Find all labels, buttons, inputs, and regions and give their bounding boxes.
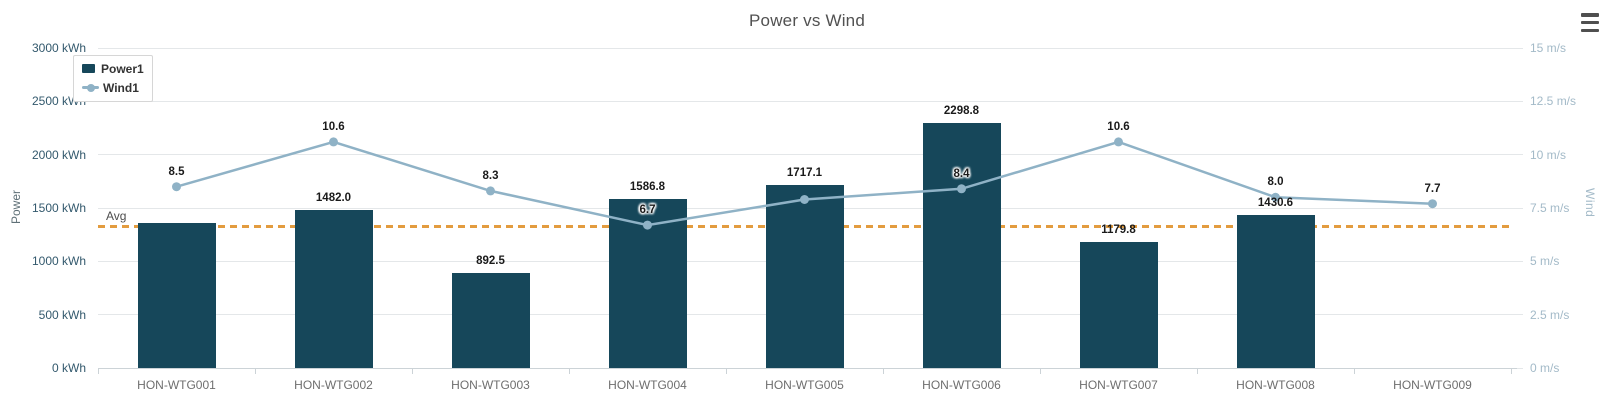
x-axis-line: [98, 367, 1517, 369]
left-axis-tick-label: 500 kWh: [38, 307, 86, 322]
legend-label-wind1: Wind1: [103, 80, 139, 95]
wind-value-label: 8.4: [953, 167, 970, 180]
left-axis-tick-label: 2000 kWh: [31, 147, 86, 162]
x-axis-tick: [1511, 368, 1512, 374]
bar-value-label: 2298.8: [943, 104, 980, 117]
wind-point-marker[interactable]: [486, 186, 495, 196]
x-axis-category-label: HON-WTG002: [294, 378, 373, 392]
right-axis-tick: [1511, 154, 1523, 156]
x-axis-tick: [1040, 368, 1041, 374]
left-axis-title: Power: [9, 190, 23, 225]
x-axis-category-label: HON-WTG009: [1393, 378, 1472, 392]
x-axis-tick: [883, 368, 884, 374]
right-axis-tick: [1511, 314, 1523, 316]
power-bar[interactable]: [294, 209, 373, 368]
wind-point-marker[interactable]: [957, 184, 966, 194]
right-axis-tick-label: 2.5 m/s: [1530, 307, 1570, 322]
x-axis-tick: [569, 368, 570, 374]
left-axis-tick-label: 2500 kWh: [31, 94, 86, 109]
wind-point-marker[interactable]: [172, 182, 181, 192]
wind-value-label: 8.5: [168, 165, 185, 178]
chart-title: Power vs Wind: [749, 11, 865, 30]
power-bar[interactable]: [922, 122, 1001, 368]
wind-value-label: 8.3: [482, 169, 499, 182]
gridline: [98, 47, 1511, 49]
line-marker-swatch-icon: [82, 83, 99, 92]
x-axis-tick: [412, 368, 413, 374]
avg-markline-label: Avg: [106, 209, 127, 224]
wind-value-label: 7.7: [1424, 182, 1441, 195]
wind-point-marker[interactable]: [329, 137, 338, 147]
x-axis-tick: [98, 368, 99, 374]
x-axis-category-label: HON-WTG005: [765, 378, 844, 392]
wind-value-label: 8.0: [1267, 176, 1284, 189]
right-axis-tick-label: 5 m/s: [1530, 254, 1560, 269]
left-axis-tick-label: 1500 kWh: [31, 201, 86, 215]
right-axis-tick: [1511, 260, 1523, 262]
left-axis-tick-label: 1000 kWh: [31, 254, 86, 269]
x-axis-category-label: HON-WTG008: [1236, 378, 1315, 392]
legend-item-wind1[interactable]: Wind1: [82, 79, 144, 96]
left-axis-tick-label: 0 kWh: [51, 361, 86, 375]
x-axis-category-label: HON-WTG006: [922, 378, 1001, 392]
wind-point-marker[interactable]: [1428, 199, 1437, 209]
legend-item-power1[interactable]: Power1: [82, 60, 144, 77]
x-axis-tick: [726, 368, 727, 374]
x-axis-category-label: HON-WTG003: [451, 378, 530, 392]
right-axis-tick: [1511, 100, 1523, 102]
gridline: [98, 100, 1511, 102]
right-axis-tick: [1511, 207, 1523, 209]
legend: Power1 Wind1: [73, 55, 153, 102]
right-axis-tick-label: 0 m/s: [1530, 361, 1560, 375]
menu-bar: [1581, 28, 1599, 32]
hamburger-menu-icon[interactable]: [1581, 13, 1601, 32]
wind-value-label: 10.6: [322, 120, 345, 133]
left-axis-tick-label: 3000 kWh: [31, 41, 86, 55]
power-bar[interactable]: [137, 222, 216, 368]
gridline: [98, 154, 1511, 156]
power-bar[interactable]: [1079, 242, 1158, 368]
right-axis-tick-label: 7.5 m/s: [1530, 201, 1570, 215]
right-axis-tick-label: 15 m/s: [1530, 41, 1567, 55]
legend-label-power1: Power1: [101, 61, 144, 76]
wind-point-marker[interactable]: [643, 220, 652, 230]
bar-value-label: 1717.1: [786, 166, 823, 179]
wind-point-marker[interactable]: [800, 195, 809, 204]
bar-value-label: 892.5: [476, 254, 505, 267]
wind-point-marker[interactable]: [1271, 192, 1280, 202]
right-axis-tick-label: 12.5 m/s: [1530, 94, 1577, 109]
right-axis-title: Wind: [1583, 188, 1597, 218]
x-axis-tick: [1354, 368, 1355, 374]
power-bar[interactable]: [765, 184, 844, 368]
x-axis-tick: [255, 368, 256, 374]
x-axis-category-label: HON-WTG004: [608, 378, 687, 392]
power-bar[interactable]: [1236, 215, 1315, 368]
right-axis-tick: [1511, 47, 1523, 49]
bar-value-label: 1430.6: [1257, 197, 1294, 210]
wind-value-label: 6.7: [639, 204, 656, 217]
bar-value-label: 1482.0: [315, 191, 352, 204]
bar-swatch-icon: [82, 64, 95, 73]
right-axis-tick: [1511, 367, 1523, 369]
x-axis-category-label: HON-WTG007: [1079, 378, 1158, 392]
menu-bar: [1581, 13, 1599, 17]
x-axis-category-label: HON-WTG001: [137, 378, 216, 392]
x-axis-tick: [1197, 368, 1198, 374]
wind-point-marker[interactable]: [1114, 137, 1123, 147]
right-axis-tick-label: 10 m/s: [1530, 147, 1567, 162]
wind-value-label: 10.6: [1107, 120, 1130, 133]
bar-value-label: 1586.8: [629, 180, 666, 193]
power-bar[interactable]: [451, 272, 530, 368]
bar-value-label: 1179.8: [1101, 224, 1136, 237]
menu-bar: [1581, 20, 1599, 25]
